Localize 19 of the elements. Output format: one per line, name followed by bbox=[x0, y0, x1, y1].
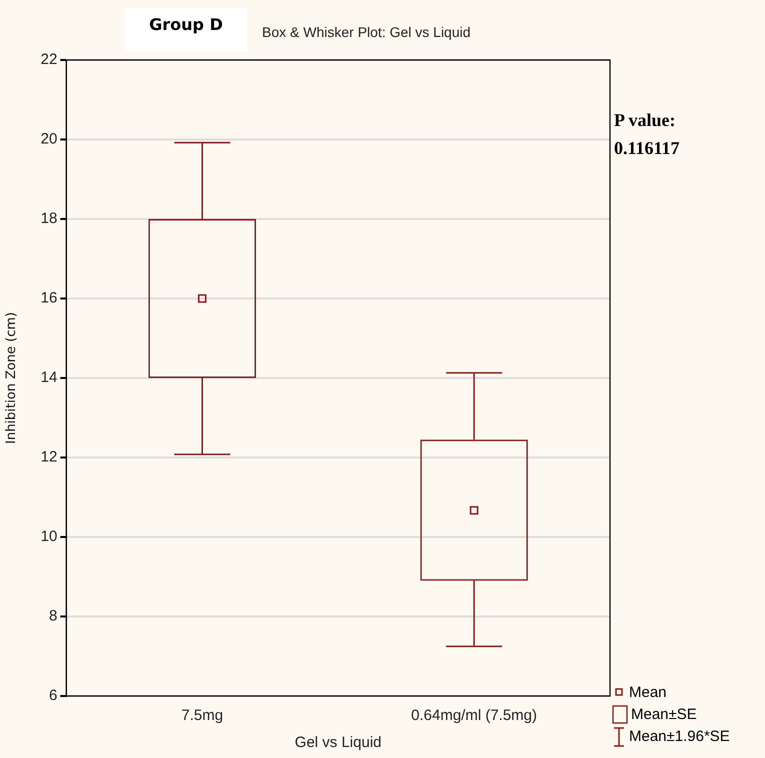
y-axis-title: Inhibition Zone (cm) bbox=[4, 312, 20, 444]
text: Group D bbox=[125, 8, 247, 52]
x-tick-label: 0.64mg/ml (7.5mg) bbox=[411, 707, 538, 724]
x-tick-label: 7.5mg bbox=[181, 707, 224, 724]
x-axis-title: Gel vs Liquid bbox=[294, 734, 382, 752]
y-tick-label: 14 bbox=[40, 369, 58, 386]
y-tick-label: 6 bbox=[48, 687, 58, 704]
text: P value: 0.116117 bbox=[614, 109, 680, 160]
chart-title: Box & Whisker Plot: Gel vs Liquid bbox=[262, 24, 471, 40]
y-tick-label: 16 bbox=[40, 290, 58, 307]
y-tick-label: 8 bbox=[48, 608, 58, 625]
y-tick-label: 22 bbox=[40, 51, 58, 68]
y-tick-label: 20 bbox=[40, 130, 58, 148]
text: Mean bbox=[629, 683, 667, 703]
text: Mean±1.96*SE bbox=[629, 727, 730, 747]
y-tick-label: 10 bbox=[40, 528, 58, 546]
y-tick-label: 18 bbox=[40, 210, 58, 228]
y-tick-label: 12 bbox=[40, 448, 58, 466]
text: Mean±SE bbox=[631, 705, 697, 725]
